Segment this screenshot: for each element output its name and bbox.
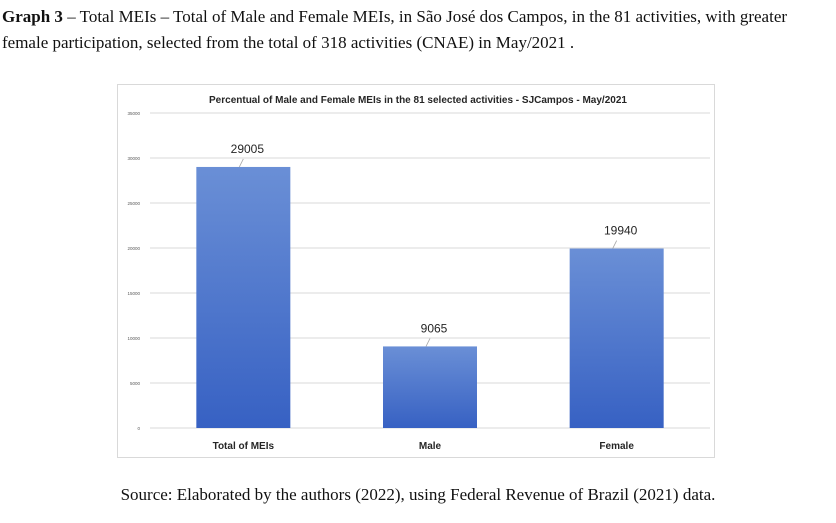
chart-frame: Percentual of Male and Female MEIs in th…	[117, 84, 715, 458]
caption-label: Graph 3	[2, 7, 63, 26]
data-label-leader	[612, 240, 618, 249]
data-label: 19940	[604, 224, 638, 238]
data-label-leader	[425, 338, 431, 347]
y-tick-label: 0	[137, 426, 140, 431]
bar-total-of-meis	[196, 166, 291, 428]
y-tick-label: 35000	[127, 111, 140, 116]
bar-chart: Percentual of Male and Female MEIs in th…	[127, 95, 710, 452]
y-tick-label: 25000	[127, 201, 140, 206]
y-tick-label: 15000	[127, 291, 140, 296]
caption-text: – Total MEIs – Total of Male and Female …	[2, 7, 788, 52]
figure-caption: Graph 3 – Total MEIs – Total of Male and…	[2, 4, 834, 56]
x-tick-label: Male	[419, 441, 442, 452]
source-note: Source: Elaborated by the authors (2022)…	[120, 485, 716, 504]
y-tick-label: 30000	[127, 156, 140, 161]
x-tick-label: Female	[599, 441, 634, 452]
data-label: 29005	[231, 142, 265, 156]
data-label: 9065	[421, 321, 448, 335]
y-tick-label: 5000	[130, 381, 141, 386]
y-tick-label: 10000	[127, 336, 140, 341]
bar-male	[383, 346, 477, 428]
y-tick-label: 20000	[127, 246, 140, 251]
x-tick-label: Total of MEIs	[213, 441, 275, 452]
data-label-leader	[238, 158, 244, 168]
chart-title: Percentual of Male and Female MEIs in th…	[209, 95, 627, 106]
bar-female	[569, 248, 664, 428]
